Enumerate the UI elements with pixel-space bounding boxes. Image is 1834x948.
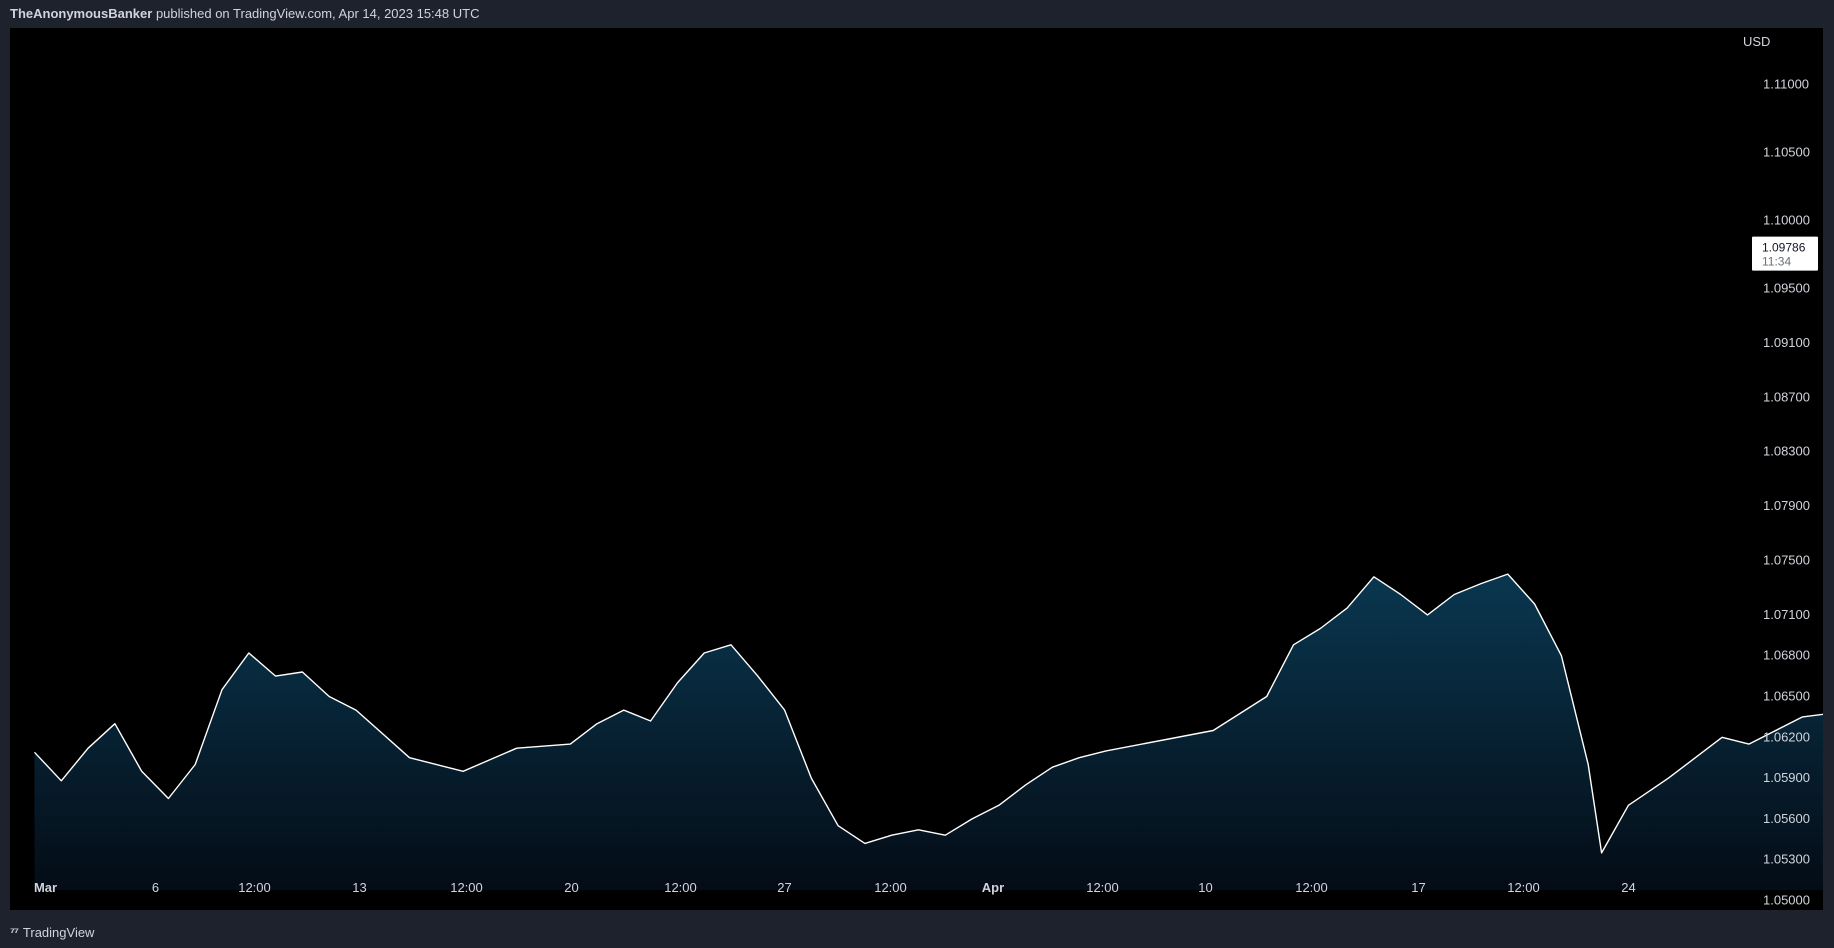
footer: ⁷⁷ TradingView: [10, 922, 94, 942]
x-tick-label: 27: [777, 880, 791, 895]
brand-name[interactable]: TradingView: [22, 924, 95, 940]
y-tick-label: 1.09100: [1763, 335, 1810, 350]
x-tick-label: 12:00: [1295, 880, 1328, 895]
x-tick-label: Mar: [34, 880, 57, 895]
y-tick-label: 1.06800: [1763, 648, 1810, 663]
x-tick-label: 17: [1411, 880, 1425, 895]
price-chart[interactable]: USD 1.11000 1.10500 1.10000 1.09500 1.09100 1.…: [10, 28, 1823, 910]
x-tick-label: 12:00: [1086, 880, 1119, 895]
y-tick-label: 1.05900: [1763, 770, 1810, 785]
publish-header: TheAnonymousBanker published on TradingV…: [10, 0, 479, 28]
y-tick-label: 1.05000: [1763, 893, 1810, 908]
y-tick-label: 1.06200: [1763, 729, 1810, 744]
chart-plot-area[interactable]: USD 1.11000 1.10500 1.10000 1.09500 1.09100 1.…: [10, 28, 1823, 910]
last-price-badge[interactable]: [1752, 236, 1818, 271]
x-tick-label: 24: [1621, 880, 1635, 895]
y-tick-label: 1.05300: [1763, 852, 1810, 867]
tradingview-logo-icon[interactable]: ⁷⁷: [10, 925, 19, 939]
y-tick-label: 1.08700: [1763, 389, 1810, 404]
series-line[interactable]: [33, 123, 1824, 854]
y-tick-label: 1.07500: [1763, 553, 1810, 568]
currency-label[interactable]: USD: [1743, 34, 1770, 49]
x-tick-label: 6: [152, 880, 159, 895]
y-tick-label: 1.08300: [1763, 444, 1810, 459]
x-tick-label: 20: [564, 880, 578, 895]
author-name[interactable]: TheAnonymousBanker: [10, 6, 153, 21]
y-tick-label: 1.07900: [1763, 498, 1810, 513]
y-tick-label: 1.11000: [1763, 77, 1809, 92]
x-tick-label: 12:00: [1507, 880, 1540, 895]
series-area-fill: [34, 574, 1823, 890]
publish-info: published on TradingView.com, Apr 14, 20…: [155, 6, 480, 21]
x-tick-label: 12:00: [664, 880, 697, 895]
x-tick-label: 13: [352, 880, 366, 895]
y-tick-label: 1.10000: [1763, 213, 1810, 228]
x-tick-label: Apr: [982, 880, 1004, 895]
y-tick-label: 1.10500: [1763, 145, 1810, 160]
x-tick-label: 12:00: [874, 880, 907, 895]
countdown-value: 11:34: [1762, 255, 1791, 269]
x-tick-label: 12:00: [238, 880, 271, 895]
y-tick-label: 1.06500: [1763, 689, 1810, 704]
last-price-value: 1.09786: [1762, 241, 1806, 255]
x-tick-label: 12:00: [450, 880, 483, 895]
y-tick-label: 1.07100: [1763, 607, 1810, 622]
y-tick-label: 1.05600: [1763, 811, 1810, 826]
y-tick-label: 1.09500: [1763, 281, 1810, 296]
x-tick-label: 10: [1198, 880, 1212, 895]
